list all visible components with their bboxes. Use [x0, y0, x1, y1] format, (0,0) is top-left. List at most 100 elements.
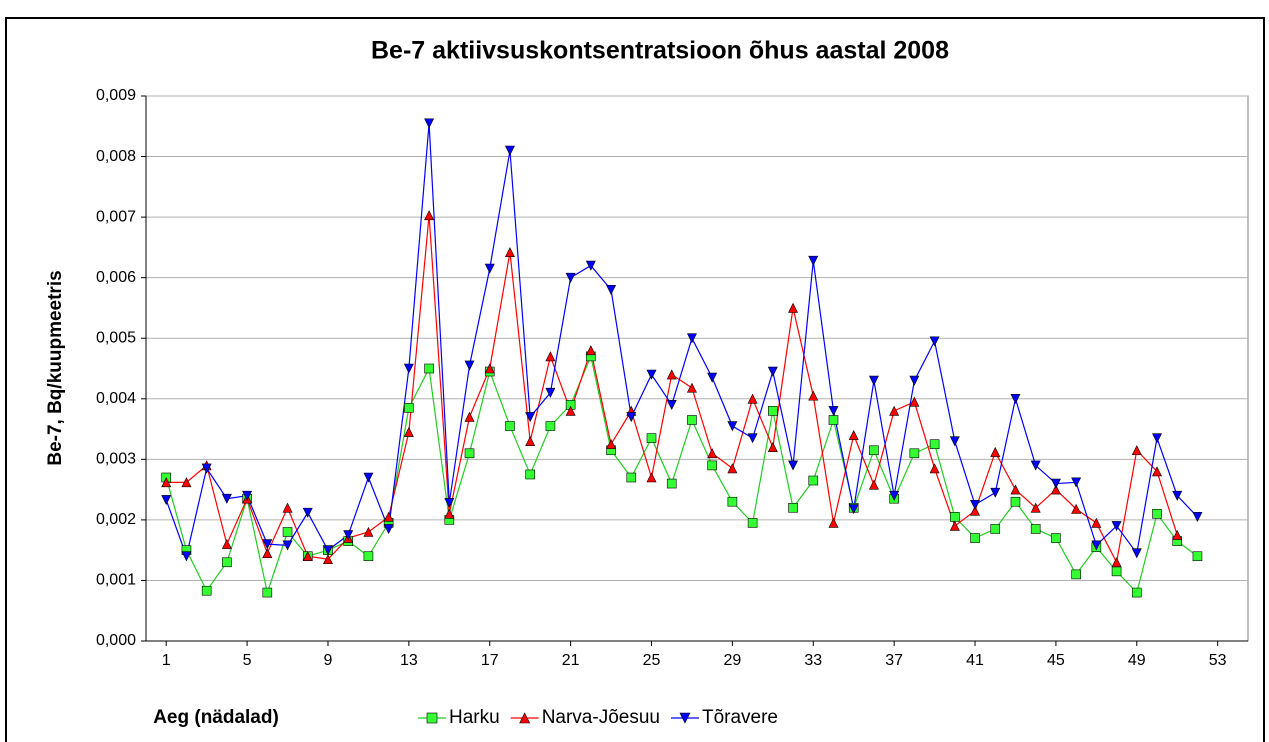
marker [828, 406, 839, 417]
marker [545, 351, 556, 362]
marker [464, 360, 475, 371]
marker [686, 382, 697, 393]
marker [606, 439, 617, 449]
marker [869, 445, 879, 456]
marker [403, 363, 414, 374]
marker [707, 448, 718, 459]
x-tick-label: 53 [1209, 652, 1227, 669]
marker [990, 524, 1001, 534]
marker [707, 460, 717, 471]
y-tick-label: 0,001 [96, 572, 136, 589]
legend-label: Narva-Jõesuu [542, 707, 660, 728]
marker [868, 479, 879, 490]
marker [646, 369, 657, 380]
marker [1131, 587, 1142, 598]
series-line [165, 354, 1198, 595]
marker [1010, 484, 1021, 495]
marker [464, 411, 475, 422]
y-tick-label: 0,003 [96, 451, 136, 468]
marker [909, 396, 920, 407]
marker [262, 587, 273, 598]
marker [909, 375, 920, 386]
marker [990, 446, 1001, 457]
marker [686, 333, 697, 344]
marker [848, 504, 859, 515]
x-tick-label: 33 [804, 652, 822, 669]
marker [929, 336, 940, 347]
marker [242, 490, 253, 501]
marker [747, 393, 758, 404]
marker [788, 460, 799, 471]
marker [626, 472, 637, 483]
marker [484, 263, 495, 274]
marker [889, 405, 900, 416]
marker [808, 390, 819, 401]
marker [679, 712, 691, 724]
marker [808, 475, 819, 486]
marker [747, 433, 758, 444]
marker [1152, 466, 1162, 477]
marker [970, 499, 981, 510]
marker [404, 403, 414, 413]
x-tick-label: 9 [324, 652, 333, 669]
x-tick-label: 17 [481, 652, 499, 669]
marker [504, 145, 515, 156]
marker [565, 405, 576, 416]
marker [424, 363, 434, 374]
marker [545, 421, 556, 431]
marker [363, 551, 374, 562]
marker [666, 400, 677, 411]
legend-label: Tõravere [702, 707, 778, 728]
y-axis-label: Be-7, Bq/kuupmeetris [45, 270, 66, 465]
marker [1172, 529, 1183, 540]
x-tick-label: 25 [643, 652, 661, 669]
y-tick-label: 0,004 [96, 390, 136, 407]
marker [1152, 433, 1162, 444]
marker [525, 412, 536, 423]
marker [565, 272, 576, 283]
marker [747, 518, 758, 528]
marker [767, 366, 778, 377]
marker [1071, 477, 1082, 488]
marker [1071, 503, 1082, 514]
marker [221, 538, 232, 549]
marker [1091, 540, 1102, 551]
marker [707, 372, 718, 383]
x-axis-label: Aeg (nädalad) [153, 707, 279, 728]
marker [929, 439, 940, 449]
marker [525, 469, 535, 480]
x-tick-label: 13 [400, 652, 418, 669]
marker [1131, 548, 1142, 559]
series-line [165, 123, 1198, 559]
marker [1192, 551, 1203, 562]
y-tick-label: 0,008 [96, 148, 136, 165]
marker [444, 508, 455, 519]
marker [302, 507, 313, 518]
marker [1111, 521, 1122, 532]
marker [201, 463, 212, 474]
x-tick-label: 5 [243, 652, 252, 669]
y-tick-label: 0,000 [96, 632, 136, 649]
marker [949, 520, 960, 531]
marker [585, 345, 596, 356]
marker [1152, 509, 1162, 519]
marker [1030, 524, 1041, 534]
marker [1051, 533, 1061, 543]
marker [868, 375, 879, 386]
marker [302, 551, 313, 562]
x-tick-label: 21 [562, 652, 580, 669]
marker [909, 448, 920, 459]
marker [788, 302, 799, 313]
marker [1010, 393, 1021, 404]
marker [646, 472, 657, 483]
legend-label: Harku [449, 707, 500, 728]
marker [646, 433, 657, 443]
marker [181, 551, 192, 562]
marker [322, 554, 333, 565]
marker [383, 511, 394, 522]
marker [687, 415, 697, 425]
marker [1071, 569, 1081, 580]
x-tick-label: 45 [1047, 652, 1065, 669]
marker [161, 495, 172, 506]
marker [444, 498, 455, 509]
